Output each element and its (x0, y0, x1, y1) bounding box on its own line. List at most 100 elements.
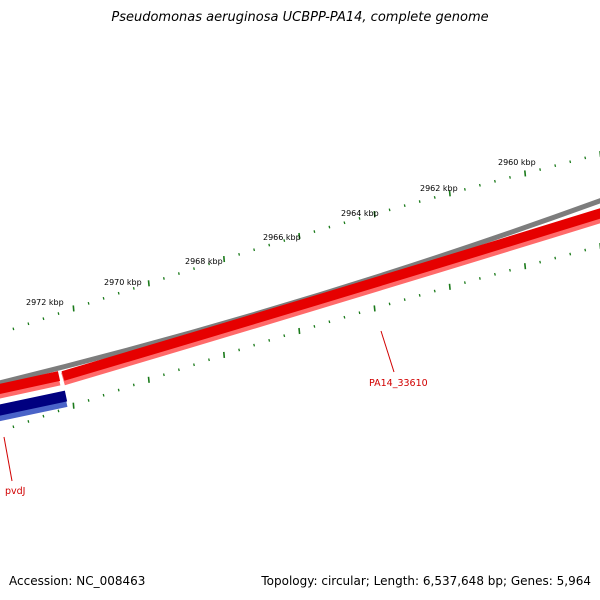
inner-tick-ring (12, 243, 600, 429)
outer-ring-minor-tick (328, 225, 331, 229)
outer-ring-minor-tick (343, 221, 346, 225)
outer-ring-minor-tick (569, 160, 572, 164)
outer-ring-minor-tick (57, 312, 60, 315)
outer-ring-minor-tick (539, 168, 542, 171)
inner-ring-major-tick (373, 305, 376, 312)
inner-ring-minor-tick (478, 277, 481, 280)
outer-ring-major-tick (72, 305, 75, 312)
outer-ring-minor-tick (313, 230, 316, 233)
gene-forward-fragment[interactable] (0, 371, 61, 399)
outer-tick-ring (12, 151, 600, 331)
inner-ring-minor-tick (388, 302, 391, 306)
inner-ring-minor-tick (87, 399, 90, 402)
kbp-label-2966: 2966 kbp (263, 233, 301, 242)
inner-ring-minor-tick (162, 373, 165, 377)
outer-ring-minor-tick (418, 200, 421, 203)
inner-ring-minor-tick (539, 260, 542, 264)
gene-pvdJ[interactable] (0, 390, 68, 422)
inner-ring-minor-tick (102, 393, 105, 397)
gene-pvdJ-label-line (3, 436, 13, 482)
gene-forward-fragment-body (0, 371, 61, 395)
inner-ring-minor-tick (328, 320, 331, 324)
inner-ring-minor-tick (358, 311, 361, 315)
kbp-label-2964: 2964 kbp (341, 209, 379, 218)
inner-ring-major-tick (298, 327, 301, 335)
inner-ring-minor-tick (132, 383, 135, 387)
inner-ring-major-tick (72, 402, 75, 409)
genome-backbone (0, 198, 600, 386)
outer-ring-major-tick (298, 232, 301, 240)
inner-ring-minor-tick (42, 414, 45, 418)
outer-ring-minor-tick (554, 164, 557, 168)
outer-ring-minor-tick (238, 252, 241, 256)
inner-ring-minor-tick (403, 298, 406, 302)
outer-ring-minor-tick (162, 277, 165, 280)
outer-ring-major-tick (373, 211, 376, 218)
inner-ring-minor-tick (177, 368, 180, 372)
kbp-label-2962: 2962 kbp (420, 184, 458, 193)
inner-ring-minor-tick (193, 363, 195, 367)
kbp-label-2960: 2960 kbp (498, 158, 536, 167)
outer-ring-major-tick (448, 190, 451, 197)
outer-ring-minor-tick (433, 196, 436, 199)
outer-ring-minor-tick (268, 243, 271, 247)
outer-ring-minor-tick (42, 317, 45, 321)
outer-ring-minor-tick (27, 322, 30, 326)
inner-ring-major-tick (448, 283, 451, 290)
outer-ring-minor-tick (358, 216, 361, 220)
inner-ring-major-tick (223, 351, 226, 358)
inner-ring-minor-tick (433, 289, 436, 293)
outer-ring-minor-tick (208, 262, 210, 266)
kbp-label-2972: 2972 kbp (26, 298, 64, 307)
inner-ring-minor-tick (509, 268, 511, 272)
inner-ring-major-tick (147, 376, 150, 383)
outer-ring-minor-tick (388, 208, 391, 212)
gene-PA14_33610-label-line (380, 330, 395, 373)
outer-ring-minor-tick (102, 296, 105, 300)
inner-ring-minor-tick (117, 388, 120, 392)
outer-ring-minor-tick (283, 239, 286, 242)
outer-ring-minor-tick (177, 272, 180, 275)
outer-ring-minor-tick (253, 248, 256, 252)
gene-PA14_33610[interactable] (61, 208, 600, 386)
outer-ring-minor-tick (132, 286, 135, 290)
genome-summary-text: Topology: circular; Length: 6,537,648 bp… (261, 574, 591, 588)
inner-ring-minor-tick (238, 348, 241, 352)
inner-ring-minor-tick (253, 343, 256, 347)
inner-ring-minor-tick (584, 248, 587, 252)
inner-ring-minor-tick (463, 281, 466, 285)
outer-ring-minor-tick (584, 156, 587, 160)
inner-ring-minor-tick (283, 334, 286, 338)
outer-ring-minor-tick (509, 175, 511, 179)
kbp-label-2970: 2970 kbp (104, 278, 142, 287)
inner-ring-minor-tick (418, 293, 421, 297)
gene-PA14_33610-label: PA14_33610 (369, 378, 428, 389)
inner-ring-minor-tick (569, 252, 572, 256)
outer-ring-minor-tick (117, 291, 120, 295)
inner-ring-major-tick (524, 263, 527, 270)
inner-ring-minor-tick (554, 256, 557, 260)
outer-ring-minor-tick (12, 327, 15, 331)
outer-ring-major-tick (524, 170, 527, 177)
map-title: Pseudomonas aeruginosa UCBPP-PA14, compl… (111, 10, 489, 25)
inner-ring-minor-tick (313, 324, 316, 328)
inner-ring-minor-tick (493, 272, 496, 276)
inner-ring-minor-tick (12, 425, 15, 429)
outer-ring-minor-tick (478, 183, 481, 187)
inner-ring-minor-tick (343, 315, 346, 319)
inner-ring-minor-tick (268, 338, 271, 342)
inner-ring-minor-tick (208, 358, 210, 362)
gene-pvdJ-body (0, 390, 68, 416)
outer-ring-minor-tick (493, 179, 496, 183)
gene-pvdJ-label: pvdJ (5, 486, 25, 497)
gene-PA14_33610-body (61, 208, 600, 381)
kbp-label-2968: 2968 kbp (185, 257, 223, 266)
outer-ring-major-tick (223, 256, 226, 263)
outer-ring-minor-tick (463, 187, 466, 191)
outer-ring-minor-tick (193, 267, 195, 271)
outer-ring-minor-tick (403, 204, 406, 208)
outer-ring-minor-tick (87, 301, 90, 305)
accession-text: Accession: NC_008463 (9, 574, 146, 588)
